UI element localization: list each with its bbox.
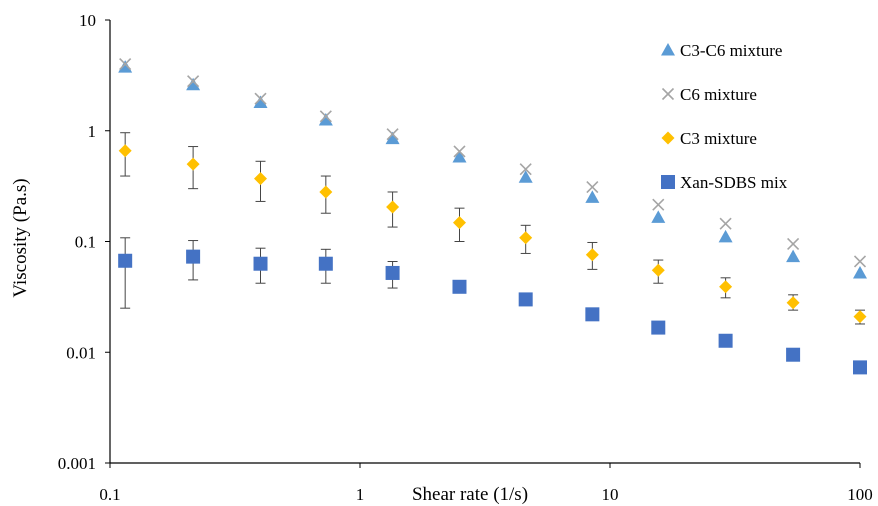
xan-sdbs-mix-point bbox=[186, 249, 201, 264]
c3-mixture-point bbox=[585, 248, 599, 262]
x-stroke bbox=[652, 198, 665, 211]
legend-marker-c3-c6-mixture bbox=[661, 43, 675, 56]
xan-sdbs-mix-point bbox=[318, 256, 333, 271]
error-bars bbox=[120, 132, 865, 373]
c3-mixture-point bbox=[853, 310, 867, 324]
xan-sdbs-mix-point bbox=[718, 333, 733, 348]
legend-label-c6-mixture: C6 mixture bbox=[680, 85, 757, 104]
xan-sdbs-mix-point bbox=[385, 265, 400, 280]
c3-c6-mixture-point bbox=[518, 170, 533, 183]
c3-c6-mixture-point bbox=[585, 190, 600, 203]
x-stroke bbox=[119, 58, 132, 71]
c3-c6-mixture-point bbox=[452, 149, 467, 163]
xan-sdbs-mix-point bbox=[253, 256, 268, 271]
y-tick-label: 0.1 bbox=[75, 233, 96, 252]
c6-mixture-point bbox=[254, 92, 267, 105]
x-tick-label: 10 bbox=[602, 485, 619, 504]
c3-mixture-point bbox=[452, 216, 466, 230]
y-axis-title: Viscosity (Pa.s) bbox=[10, 178, 31, 297]
legend-marker-c3-mixture bbox=[661, 131, 675, 145]
c6-mixture-point bbox=[586, 181, 599, 194]
x-stroke bbox=[519, 163, 532, 176]
c6-mixture-point bbox=[853, 255, 867, 268]
c6-mixture-point bbox=[453, 145, 466, 158]
c3-c6-mixture-point bbox=[853, 265, 867, 279]
legend-label-c3-mixture: C3 mixture bbox=[680, 129, 757, 148]
x-stroke bbox=[386, 128, 399, 141]
x-stroke bbox=[661, 87, 675, 101]
xan-sdbs-mix-point bbox=[853, 360, 867, 375]
xan-sdbs-mix-point bbox=[118, 253, 133, 268]
c3-c6-mixture-point bbox=[385, 131, 400, 145]
c3-c6-mixture-point bbox=[651, 210, 666, 223]
c6-mixture-point bbox=[719, 217, 732, 230]
c3-mixture-point bbox=[519, 231, 533, 245]
xan-sdbs-mix-point bbox=[518, 292, 533, 307]
c3-c6-mixture-point bbox=[718, 229, 733, 243]
x-tick-label: 0.1 bbox=[99, 485, 120, 504]
x-stroke bbox=[319, 110, 332, 123]
tick-labels: 0.001 0.01 0.1 1 10 0.1 1 10 100 bbox=[58, 11, 873, 504]
c3-mixture-point bbox=[786, 296, 800, 310]
c6-mixture-point bbox=[519, 163, 532, 176]
c3-mixture-point bbox=[118, 144, 132, 158]
x-axis-title: Shear rate (1/s) bbox=[412, 484, 528, 505]
c3-c6-mixture-point bbox=[786, 249, 801, 263]
c3-c6-mixture-point bbox=[118, 60, 133, 73]
c6-mixture-point bbox=[319, 110, 332, 123]
x-stroke bbox=[586, 181, 599, 194]
y-tick-label: 0.01 bbox=[66, 343, 96, 362]
c3-mixture-point bbox=[651, 263, 665, 277]
c6-mixture-point bbox=[652, 198, 665, 211]
data-markers bbox=[118, 58, 867, 375]
x-stroke bbox=[453, 145, 466, 158]
c6-mixture-point bbox=[119, 58, 132, 71]
c6-mixture-point bbox=[386, 128, 399, 141]
x-tick-label: 100 bbox=[847, 485, 873, 504]
c3-c6-mixture-point bbox=[253, 95, 268, 108]
xan-sdbs-mix-point bbox=[585, 307, 600, 322]
x-stroke bbox=[853, 255, 867, 268]
legend-label-xan-sdbs-mix: Xan-SDBS mix bbox=[680, 173, 788, 192]
legend: C3-C6 mixture C6 mixture C3 mixture Xan-SDB… bbox=[661, 41, 788, 192]
c6-mixture-point bbox=[787, 237, 800, 251]
c3-mixture-point bbox=[386, 200, 400, 214]
c3-mixture-point bbox=[186, 157, 200, 171]
c3-mixture-point bbox=[319, 185, 333, 199]
y-tick-label: 10 bbox=[79, 11, 96, 30]
xan-sdbs-mix-point bbox=[651, 320, 666, 335]
x-stroke bbox=[787, 237, 800, 251]
c6-mixture-point bbox=[187, 75, 200, 88]
c3-c6-mixture-point bbox=[186, 77, 201, 91]
legend-marker-c6-mixture bbox=[661, 87, 675, 101]
x-tick-label: 1 bbox=[356, 485, 365, 504]
c3-c6-mixture-point bbox=[318, 113, 333, 126]
x-stroke bbox=[187, 75, 200, 88]
legend-marker-xan-sdbs-mix bbox=[661, 175, 675, 189]
c3-mixture-point bbox=[254, 172, 268, 186]
xan-sdbs-mix-point bbox=[786, 347, 801, 362]
y-tick-label: 1 bbox=[88, 122, 97, 141]
x-stroke bbox=[254, 92, 267, 105]
axes bbox=[105, 19, 861, 468]
xan-sdbs-mix-point bbox=[452, 279, 467, 294]
y-tick-label: 0.001 bbox=[58, 454, 96, 473]
c3-mixture-point bbox=[719, 280, 733, 294]
legend-label-c3-c6-mixture: C3-C6 mixture bbox=[680, 41, 782, 60]
x-stroke bbox=[719, 217, 732, 230]
